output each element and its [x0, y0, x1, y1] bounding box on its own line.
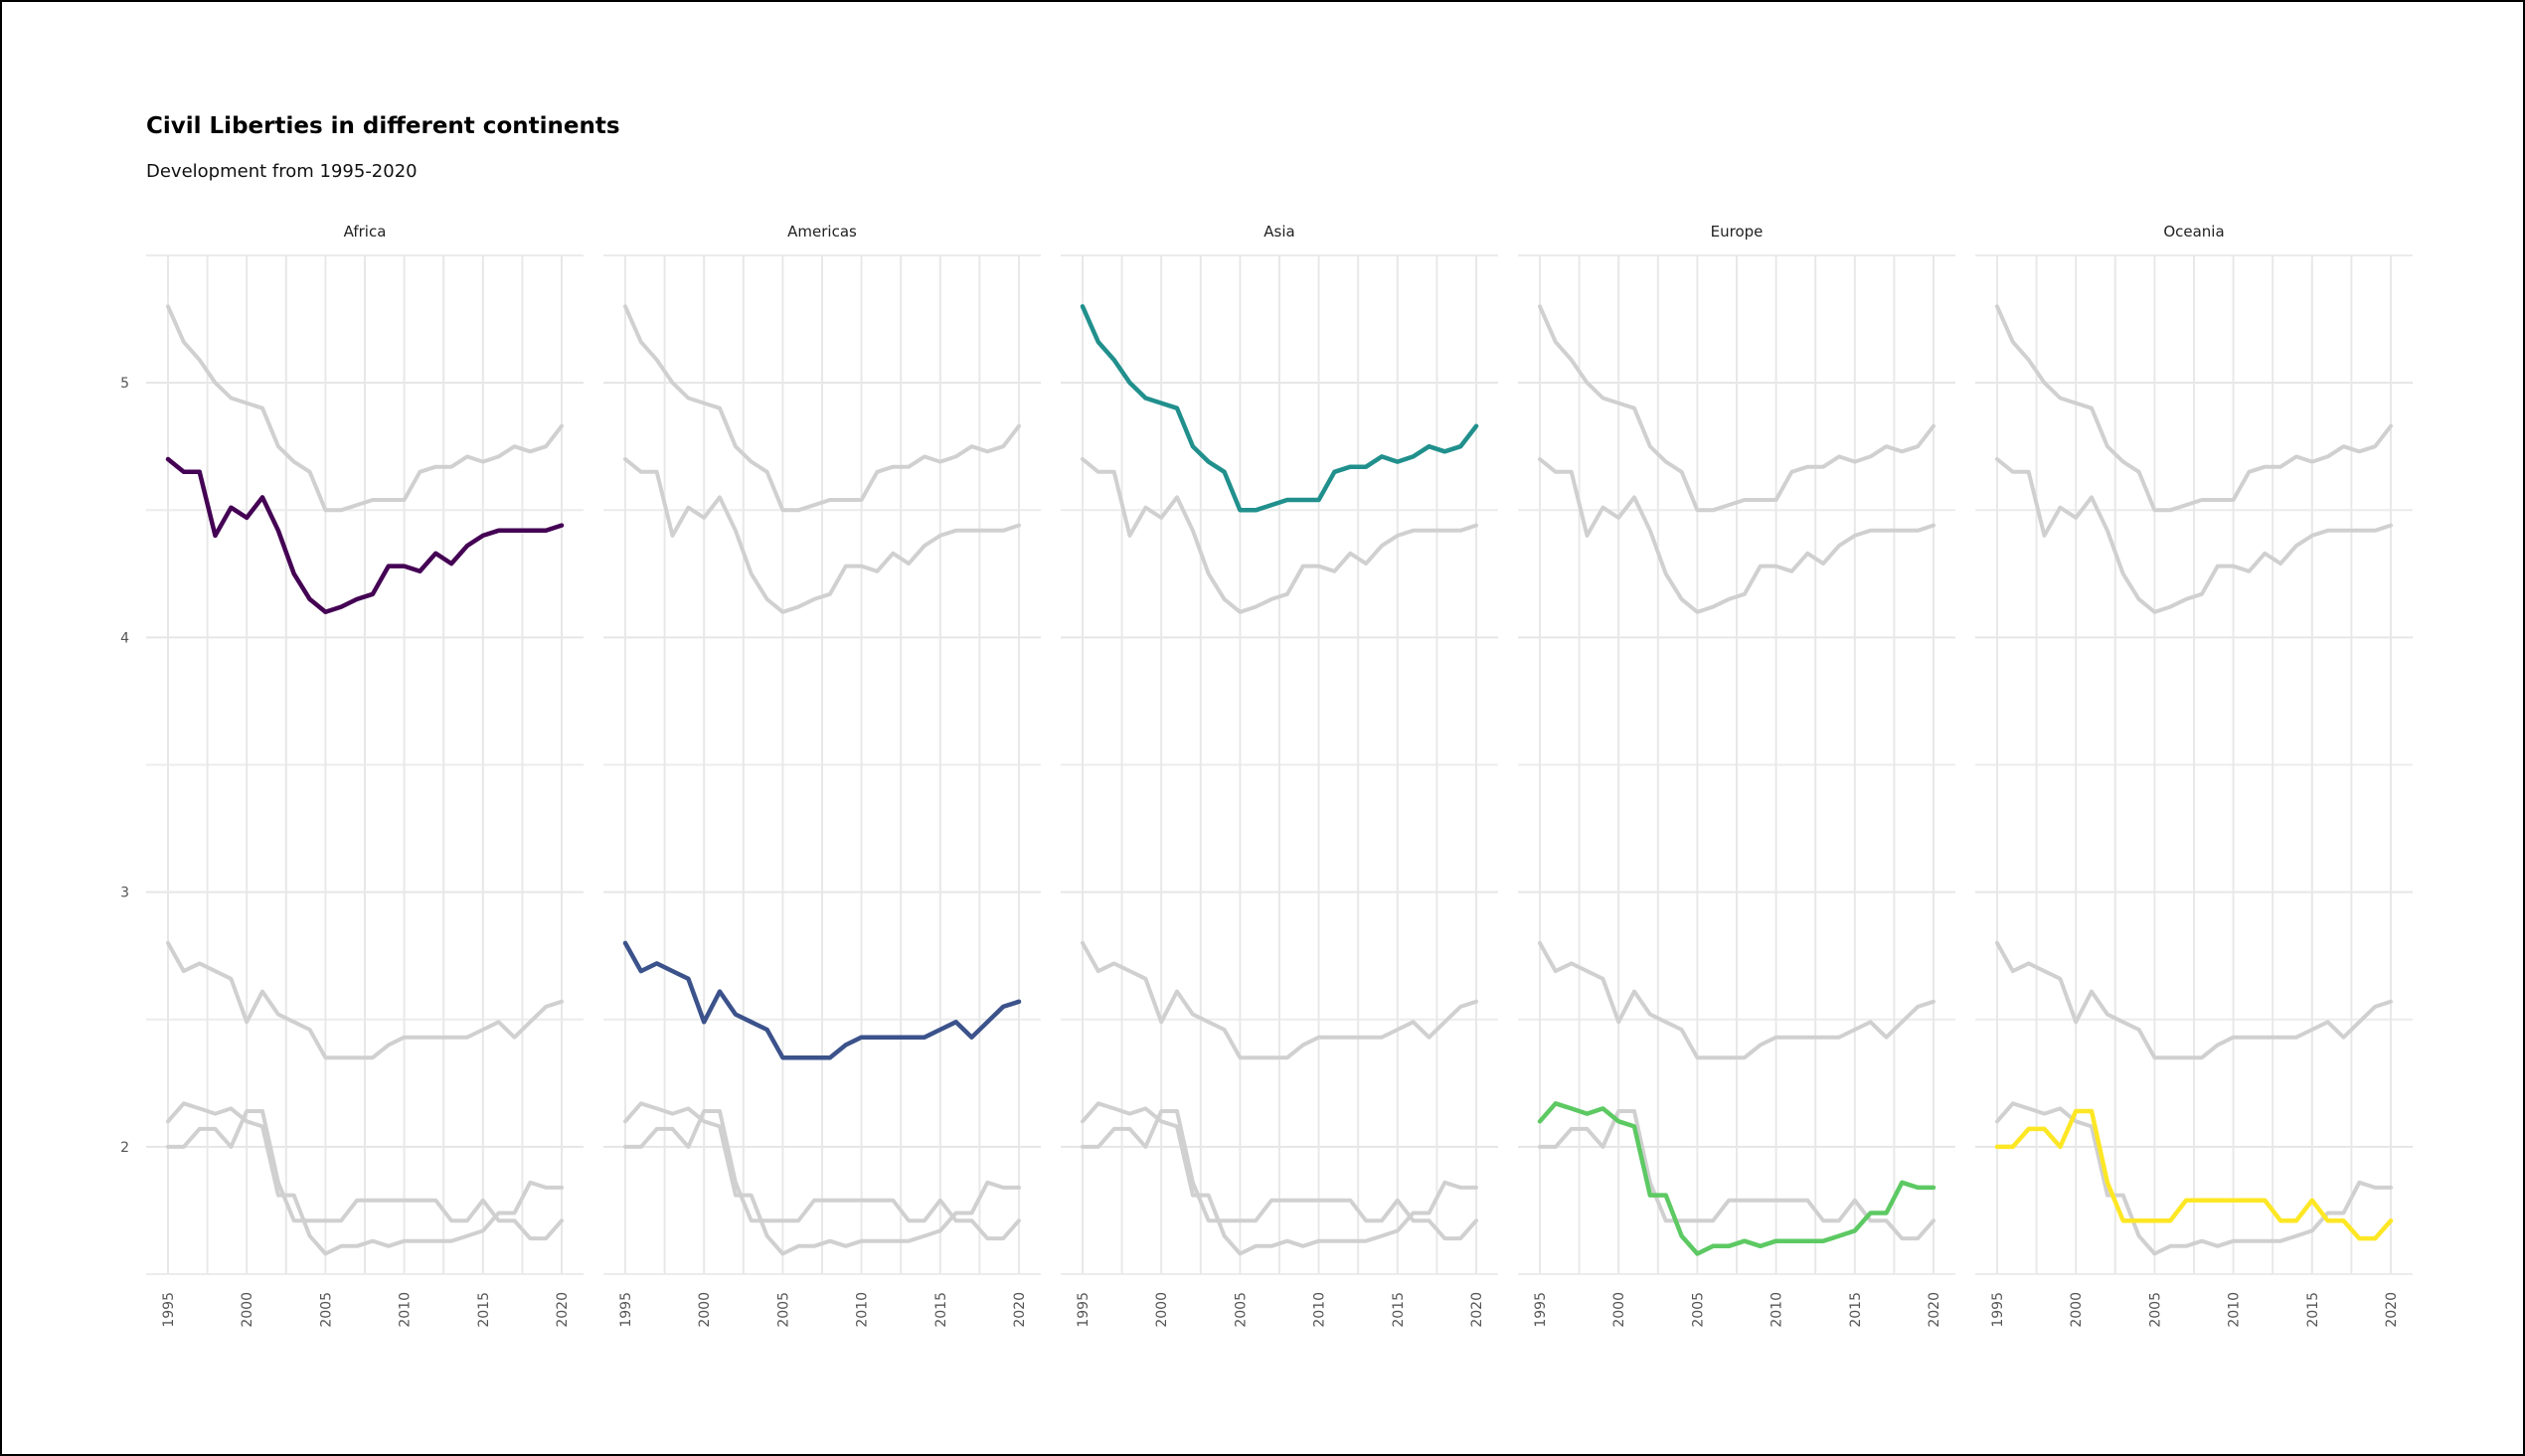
x-tick-label: 2010	[1769, 1292, 1785, 1328]
y-tick-label: 4	[120, 630, 129, 646]
x-tick-label: 2015	[1848, 1292, 1864, 1328]
x-tick-label: 2015	[476, 1292, 492, 1328]
background-series-line-asia	[1538, 304, 1936, 513]
y-tick-label: 3	[120, 886, 129, 901]
background-series-line-americas	[1538, 940, 1936, 1060]
x-tick-label: 2005	[318, 1292, 334, 1328]
background-series-line-oceania	[623, 1109, 1021, 1241]
x-tick-label: 2000	[2069, 1292, 2085, 1328]
x-tick-label: 2000	[1611, 1292, 1627, 1328]
x-tick-label: 2000	[240, 1292, 255, 1328]
x-tick-label: 2020	[2384, 1292, 2400, 1328]
x-tick-label: 2005	[1690, 1292, 1706, 1328]
x-tick-label: 2000	[697, 1292, 713, 1328]
x-tick-label: 2015	[1391, 1292, 1407, 1328]
chart-subtitle: Development from 1995-2020	[146, 161, 418, 182]
x-tick-label: 1995	[618, 1292, 634, 1328]
background-series-line-asia	[166, 304, 564, 513]
x-tick-label: 2020	[1469, 1292, 1485, 1328]
panel-americas: Americas 1995 2000 2005 2010 2015 2020	[603, 223, 1041, 1328]
x-tick-label: 2020	[555, 1292, 571, 1328]
x-tick-label: 2005	[1233, 1292, 1249, 1328]
background-series-line-oceania	[166, 1109, 564, 1241]
background-series-line-asia	[623, 304, 1021, 513]
x-tick-label: 2005	[775, 1292, 791, 1328]
background-series-line-americas	[1081, 940, 1478, 1060]
x-tick-label: 1995	[1076, 1292, 1092, 1328]
x-tick-label: 1995	[161, 1292, 177, 1328]
x-tick-label: 2015	[2305, 1292, 2321, 1328]
panel-europe: Europe 1995 2000 2005 2010 2015 2020	[1518, 223, 1955, 1328]
panel-strip-label: Europe	[1711, 223, 1764, 241]
panel-oceania: Oceania 1995 2000 2005 2010 2015 2020	[1975, 223, 2413, 1328]
x-tick-label: 2010	[2227, 1292, 2243, 1328]
background-series-line-asia	[1995, 304, 2393, 513]
y-tick-label: 5	[120, 376, 129, 392]
x-tick-label: 2020	[1012, 1292, 1028, 1328]
x-tick-label: 1995	[1533, 1292, 1549, 1328]
background-series-line-africa	[1538, 457, 1936, 614]
background-series-line-africa	[1081, 457, 1478, 614]
background-series-line-americas	[1995, 940, 2393, 1060]
x-tick-label: 2000	[1154, 1292, 1170, 1328]
x-tick-label: 2010	[855, 1292, 871, 1328]
x-tick-label: 2010	[398, 1292, 414, 1328]
panel-asia: Asia 1995 2000 2005 2010 2015 2020	[1061, 223, 1498, 1328]
panel-africa: Africa 1995 2000 2005 2010 2015 2020	[146, 223, 584, 1328]
x-tick-label: 2010	[1312, 1292, 1328, 1328]
chart-title: Civil Liberties in different continents	[146, 113, 620, 139]
background-series-line-oceania	[1081, 1109, 1478, 1241]
x-tick-label: 1995	[1990, 1292, 2006, 1328]
x-tick-label: 2005	[2147, 1292, 2163, 1328]
panel-strip-label: Africa	[344, 223, 387, 241]
background-series-line-africa	[623, 457, 1021, 614]
panel-strip-label: Oceania	[2163, 223, 2224, 241]
series-line-oceania	[1994, 1108, 2394, 1241]
panel-strip-label: Asia	[1263, 223, 1294, 241]
series-line-africa	[165, 456, 565, 615]
background-series-line-americas	[166, 940, 564, 1060]
background-series-line-africa	[1995, 457, 2393, 614]
series-line-asia	[1080, 304, 1479, 513]
panel-strip-label: Americas	[787, 223, 857, 241]
x-tick-label: 2015	[933, 1292, 949, 1328]
y-tick-label: 2	[120, 1140, 129, 1156]
series-line-europe	[1537, 1101, 1936, 1256]
x-tick-label: 2020	[1927, 1292, 1942, 1328]
series-line-americas	[622, 940, 1022, 1060]
